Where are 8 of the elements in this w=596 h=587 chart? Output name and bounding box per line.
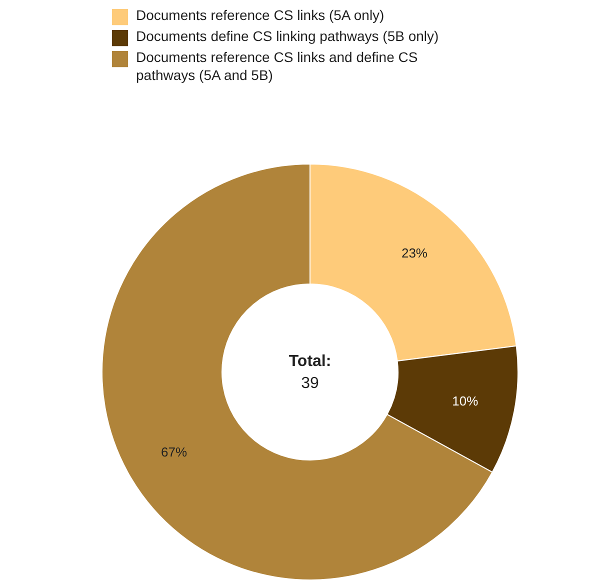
legend-label: Documents reference CS links (5A only) [136,7,384,23]
legend-label: Documents reference CS links and define CS pathways (5A and 5B) [136,49,418,83]
data-label: 23% [401,245,428,260]
text: Total: [288,353,332,370]
text: 39 [301,375,319,392]
data-label: 67% [160,444,188,460]
legend-label: Documents define CS linking pathways (5B only) [136,28,439,44]
data-label: 10% [452,394,479,409]
